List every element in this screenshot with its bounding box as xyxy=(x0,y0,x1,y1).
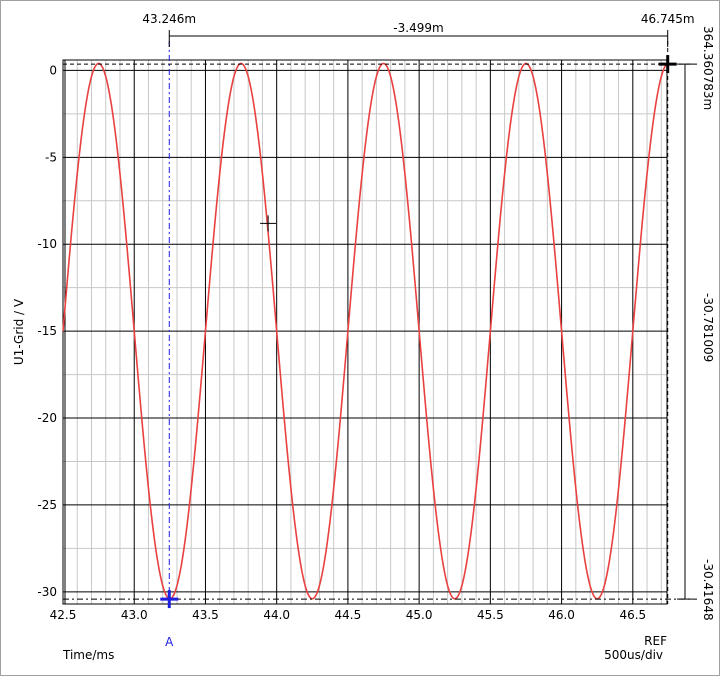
x-tick-label: 42.5 xyxy=(50,608,77,622)
time-scale-label: 500us/div xyxy=(604,648,663,662)
cursor-ref-marker[interactable] xyxy=(658,55,677,74)
y-tick-label: 0 xyxy=(49,63,57,77)
y-tick-label: -25 xyxy=(37,498,57,512)
y-tick-labels: 0 -5 -10 -15 -20 -25 -30 xyxy=(37,63,57,598)
x-tick-labels: 42.5 43.0 43.5 44.0 44.5 45.0 45.5 46.0 46.5 xyxy=(50,608,647,622)
series-line xyxy=(62,62,668,600)
x-tick-label: 43.0 xyxy=(121,608,148,622)
y-tick-label: -20 xyxy=(37,411,57,425)
delta-x-readout: -3.499m xyxy=(393,21,443,35)
x-tick-label: 44.5 xyxy=(335,608,362,622)
y-tick-label: -30 xyxy=(37,585,57,599)
x-tick-label: 46.0 xyxy=(548,608,575,622)
cursor-a-x-readout: 43.246m xyxy=(142,12,196,26)
x-tick-label: 45.0 xyxy=(406,608,433,622)
cursor-ref-label: REF xyxy=(644,634,667,648)
x-tick-label: 46.5 xyxy=(619,608,646,622)
cursor-a-y-readout: -30.41648 xyxy=(701,559,715,621)
cursor-a-label: A xyxy=(165,635,174,649)
cursor-a-marker[interactable] xyxy=(160,590,179,609)
y-tick-label: -15 xyxy=(37,324,57,338)
delta-y-readout: -30.781009 xyxy=(701,293,715,362)
x-tick-label: 44.0 xyxy=(263,608,290,622)
mouse-crosshair xyxy=(260,215,277,232)
plot-frame xyxy=(62,59,668,605)
x-tick-label: 45.5 xyxy=(477,608,504,622)
y-tick-label: -10 xyxy=(37,237,57,251)
x-tick-label: 43.5 xyxy=(192,608,219,622)
x-axis-label: Time/ms xyxy=(62,648,114,662)
minor-grid xyxy=(63,60,667,604)
cursor-ref-y-readout: 364.360783m xyxy=(701,26,715,110)
cursor-ref-x-readout: 46.745m xyxy=(641,12,695,26)
delta-x-measure: 43.246m 46.745m -3.499m xyxy=(142,12,695,47)
delta-y-measure: 364.360783m -30.781009 -30.41648 xyxy=(677,26,715,621)
y-axis-label: U1-Grid / V xyxy=(12,298,26,365)
y-tick-label: -5 xyxy=(45,150,57,164)
